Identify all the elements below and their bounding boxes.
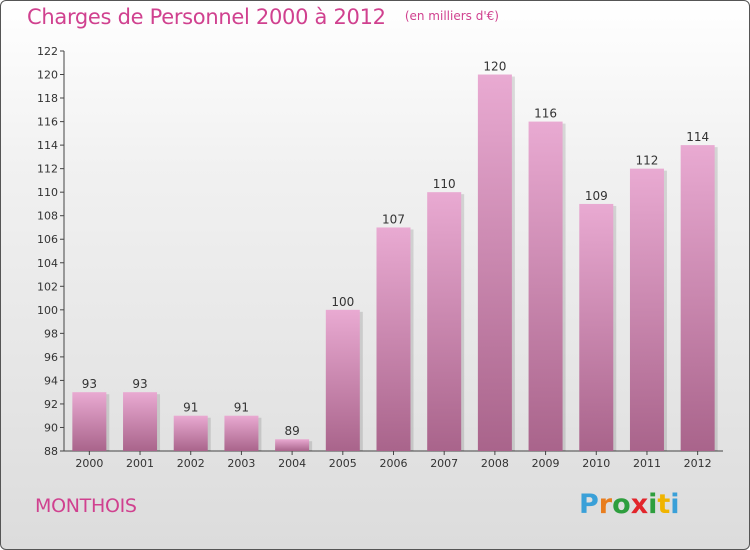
y-tick-label: 92 (44, 398, 58, 411)
x-tick-label: 2000 (75, 457, 103, 470)
x-tick-label: 2001 (126, 457, 154, 470)
x-tick-label: 2006 (380, 457, 408, 470)
data-label: 116 (534, 107, 557, 121)
x-tick-label: 2009 (532, 457, 560, 470)
chart-subtitle: (en milliers d'€) (404, 9, 499, 23)
logo-letter: o (612, 489, 631, 520)
logo-letter: P (579, 489, 599, 520)
bar (224, 415, 259, 451)
logo-letter: i (670, 489, 680, 520)
bar (427, 192, 462, 452)
y-tick-label: 104 (37, 257, 58, 270)
data-label: 114 (686, 130, 709, 144)
axes: 88 90 92 94 96 98 100 102 104 106 108 110 112 114 116 1… (37, 45, 723, 470)
x-tick-label: 2011 (633, 457, 661, 470)
data-label: 109 (585, 189, 608, 203)
bar (680, 145, 715, 451)
data-label: 100 (331, 295, 354, 309)
y-tick-label: 114 (37, 139, 58, 152)
bar (72, 392, 107, 451)
logo-letter: r (598, 489, 613, 520)
x-tick-label: 2012 (684, 457, 712, 470)
y-tick-label: 110 (37, 186, 58, 199)
y-tick-label: 120 (37, 69, 58, 82)
y-tick-label: 100 (37, 304, 58, 317)
commune-name: MONTHOIS (35, 495, 137, 517)
data-label: 89 (284, 424, 299, 438)
logo-letter: t (657, 489, 671, 520)
title-row: Charges de Personnel 2000 à 2012 (en mil… (27, 5, 499, 29)
y-tick-label: 102 (37, 280, 58, 293)
y-tick-label: 112 (37, 163, 58, 176)
bar (477, 74, 512, 451)
y-tick-label: 88 (44, 445, 58, 458)
y-tick-label: 90 (44, 421, 58, 434)
y-tick-label: 118 (37, 92, 58, 105)
bars (72, 74, 718, 452)
y-tick-label: 94 (44, 374, 58, 387)
data-label: 112 (636, 154, 659, 168)
bar (325, 309, 360, 451)
data-label: 91 (183, 401, 198, 415)
data-label: 120 (483, 60, 506, 74)
chart-title: Charges de Personnel 2000 à 2012 (27, 5, 386, 29)
x-tick-label: 2004 (278, 457, 306, 470)
bar (173, 415, 208, 451)
bar (629, 168, 664, 451)
bar (579, 203, 614, 451)
data-label: 93 (82, 377, 97, 391)
x-tick-label: 2005 (329, 457, 357, 470)
data-label: 110 (433, 177, 456, 191)
y-tick-label: 108 (37, 210, 58, 223)
data-label: 93 (132, 377, 147, 391)
logo-letter: x (630, 489, 649, 520)
y-tick-label: 106 (37, 233, 58, 246)
y-tick-label: 116 (37, 116, 58, 129)
bar (528, 121, 563, 452)
data-label: 91 (234, 401, 249, 415)
x-tick-label: 2003 (227, 457, 255, 470)
x-tick-label: 2010 (582, 457, 610, 470)
y-tick-label: 96 (44, 351, 58, 364)
y-tick-label: 122 (37, 45, 58, 58)
bar (376, 227, 411, 451)
data-label: 107 (382, 212, 405, 226)
logo-letter: i (648, 489, 658, 520)
proxiti-logo[interactable]: Proxiti (579, 489, 680, 520)
data-labels: 93 93 91 91 89 100 107 110 120 116 109 112 114 (82, 60, 709, 439)
bar (123, 392, 158, 451)
y-tick-label: 98 (44, 327, 58, 340)
x-tick-label: 2008 (481, 457, 509, 470)
bar (275, 439, 310, 451)
x-tick-label: 2002 (177, 457, 205, 470)
x-tick-label: 2007 (430, 457, 458, 470)
